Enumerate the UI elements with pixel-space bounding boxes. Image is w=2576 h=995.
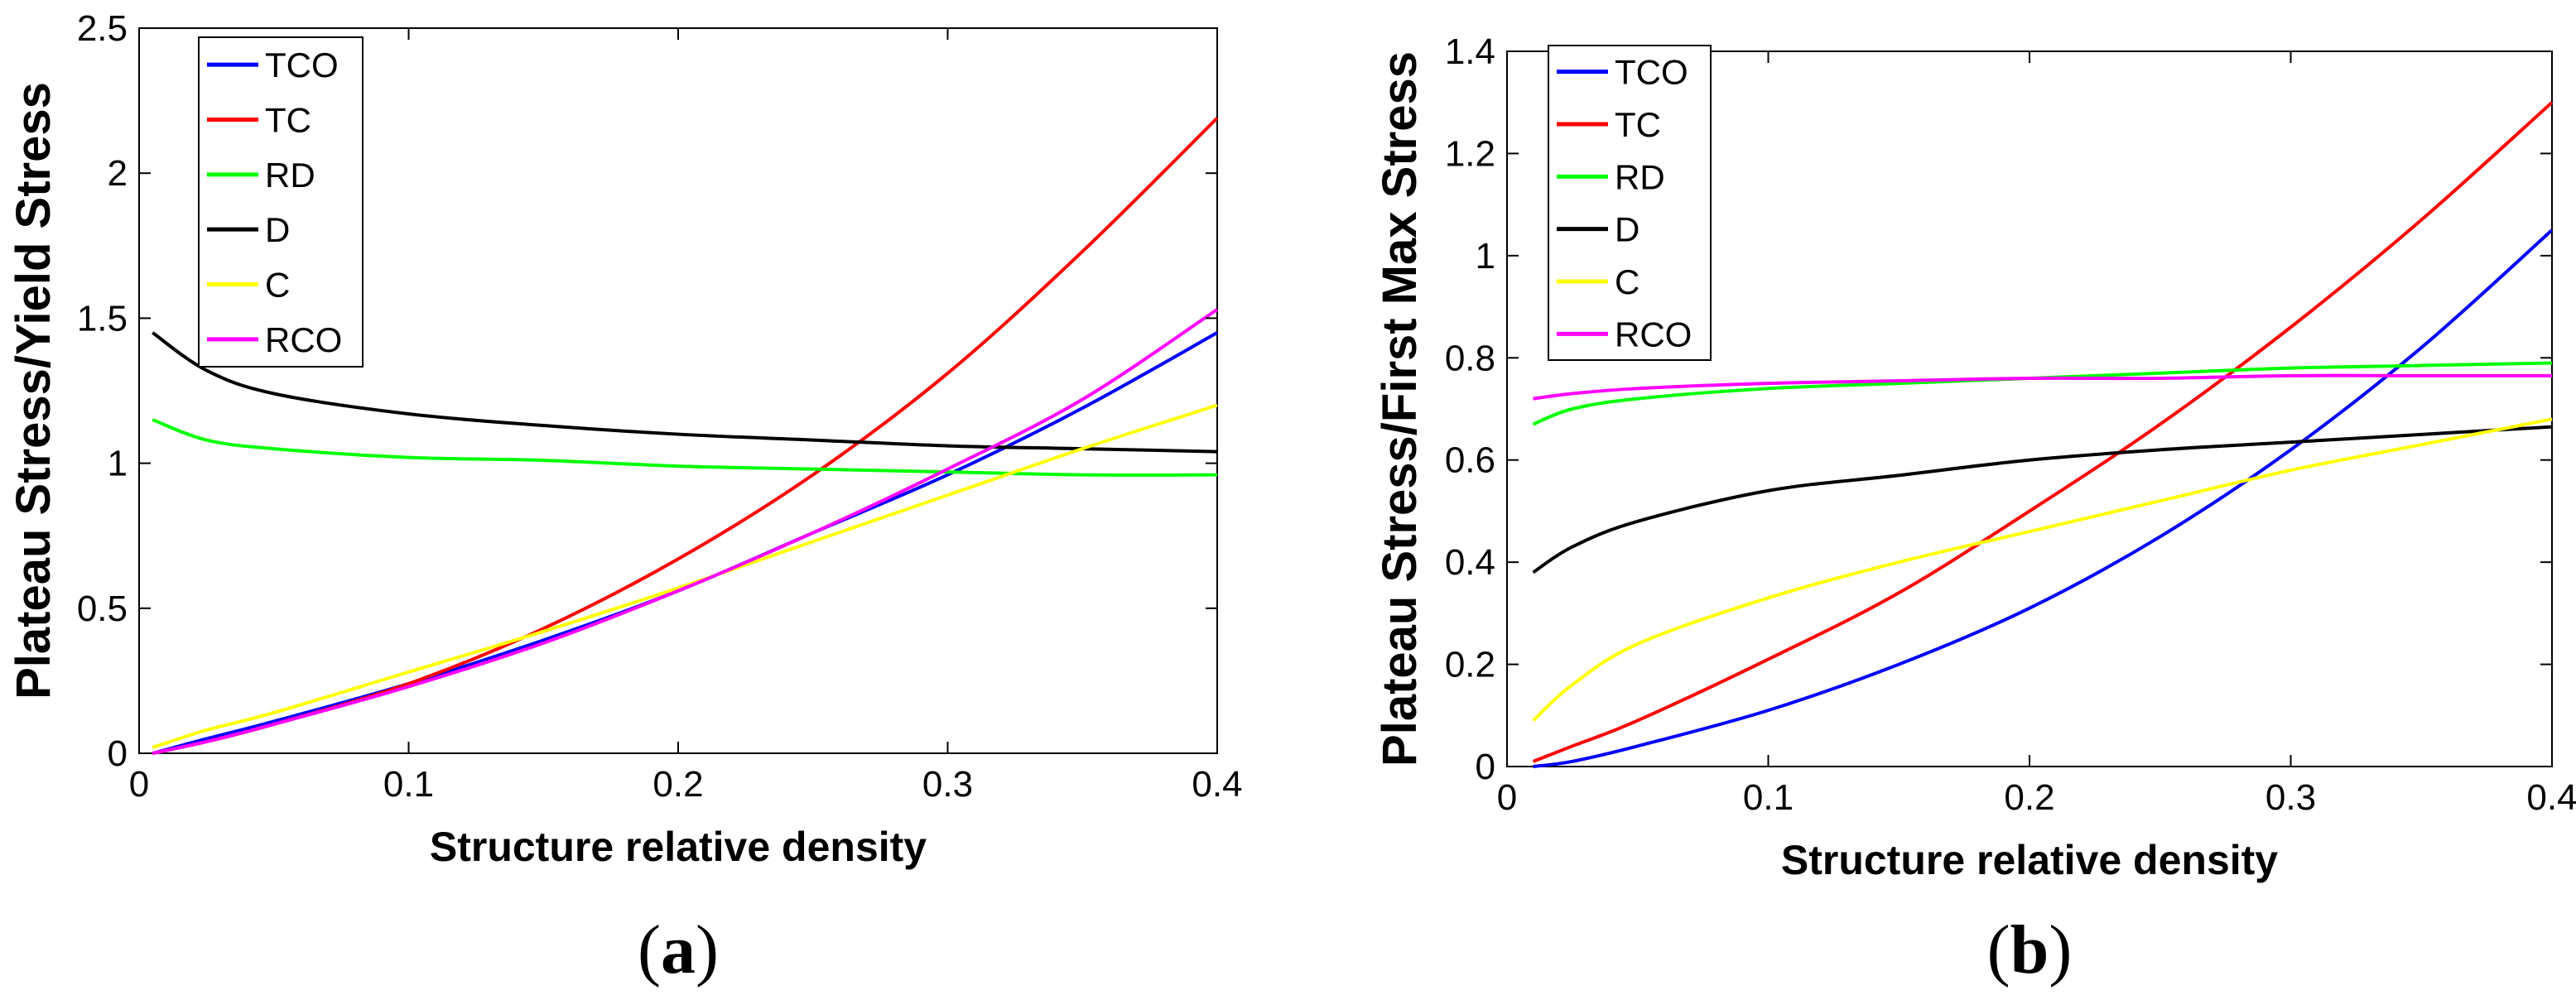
x-tick-label: 0.3 <box>2265 777 2316 818</box>
series-line-c <box>1532 417 2553 722</box>
legend-label-tc: TC <box>1615 105 1661 144</box>
chart-panel-b: 0 0.1 0.2 0.3 0.4 0 0.2 0.4 0.6 0.8 1 1.2 1.4 Structu… <box>1373 31 2576 988</box>
x-tick-label: 0 <box>129 764 149 805</box>
y-tick-label: 0 <box>108 733 128 774</box>
y-tick-label: 0.6 <box>1445 440 1495 481</box>
series-line-c <box>152 403 1218 749</box>
y-tick-label: 0.8 <box>1445 338 1495 378</box>
x-tick-label: 0.3 <box>922 764 973 805</box>
x-axis-label: Structure relative density <box>430 824 927 870</box>
series-line-d <box>1532 425 2553 574</box>
legend-label-rd: RD <box>1615 157 1665 196</box>
x-tick-label: 0.4 <box>2526 777 2576 818</box>
y-tick-label: 1.4 <box>1445 31 1495 72</box>
y-axis-label: Plateau Stress/First Max Stress <box>1373 51 1427 767</box>
x-axis-label: Structure relative density <box>1781 837 2278 883</box>
y-tick-label: 2 <box>108 153 128 194</box>
series-line-rco <box>1533 373 2553 401</box>
y-tick-label: 0 <box>1476 747 1495 787</box>
y-tick-label: 1.2 <box>1445 133 1495 174</box>
x-tick-label: 0.2 <box>2004 777 2054 818</box>
legend-label-tc: TC <box>265 101 311 140</box>
legend-label-rd: RD <box>265 156 315 195</box>
legend-label-c: C <box>1615 262 1639 301</box>
legend: TCO TC RD DC RCO <box>198 36 364 368</box>
series-line-tc <box>1532 101 2554 763</box>
panel-label: (a) <box>638 911 719 988</box>
y-tick-label: 0.4 <box>1445 542 1495 583</box>
y-tick-label: 0.5 <box>77 589 128 629</box>
legend: TCO TC RD DC RCO <box>1548 45 1712 361</box>
legend-label-rco: RCO <box>265 320 342 359</box>
y-tick-label: 2.5 <box>77 8 128 49</box>
legend-label-c: C <box>265 266 290 305</box>
legend-label-d: D <box>265 210 290 249</box>
series-line-rd <box>1532 361 2553 426</box>
legend-label-tco: TCO <box>265 46 339 84</box>
series-line-d <box>152 331 1218 454</box>
legend-box <box>1548 45 1712 361</box>
chart-panel-a: 0 0.1 0.2 0.3 0.4 0 0.5 1 1.5 2 2.5 Structure relat… <box>7 8 1243 988</box>
x-tick-label: 0.1 <box>383 764 434 805</box>
x-tick-label: 0.4 <box>1192 764 1242 805</box>
series-line-tco <box>152 331 1218 755</box>
series-line-rco <box>152 308 1219 755</box>
legend-box <box>198 36 364 368</box>
y-tick-label: 1 <box>108 444 128 484</box>
legend-label-rco: RCO <box>1615 315 1692 353</box>
legend-label-tco: TCO <box>1615 53 1688 92</box>
series-line-rd <box>152 418 1218 477</box>
y-axis-label: Plateau Stress/Yield Stress <box>7 82 60 699</box>
x-tick-label: 0 <box>1497 777 1517 818</box>
series-line-tco <box>1533 228 2554 768</box>
y-tick-label: 1 <box>1476 236 1495 276</box>
x-tick-label: 0.1 <box>1743 777 1794 818</box>
panel-label: (b) <box>1987 911 2073 988</box>
y-tick-label: 0.2 <box>1445 645 1495 685</box>
x-tick-label: 0.2 <box>652 764 703 805</box>
y-tick-label: 1.5 <box>77 298 128 339</box>
legend-label-d: D <box>1615 210 1639 249</box>
